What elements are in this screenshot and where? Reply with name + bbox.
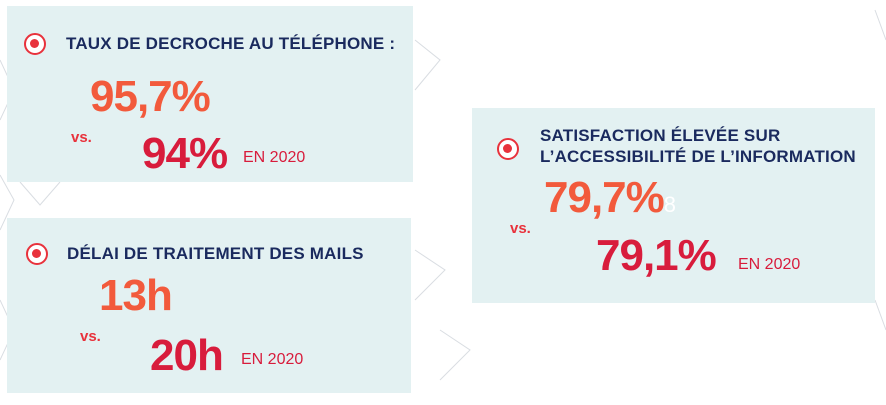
- previous-value: 79,1%: [596, 231, 717, 280]
- current-value: 79,7%8: [544, 174, 676, 229]
- target-bullet-icon: [26, 243, 48, 265]
- card-title-line-2: L’ACCESSIBILITÉ DE L’INFORMATION: [540, 147, 856, 166]
- current-value-text: 79,7%: [544, 173, 665, 222]
- previous-year-label: EN 2020: [241, 351, 304, 368]
- vs-label: vs.: [71, 129, 92, 146]
- phone-pickup-rate-card: TAUX DE DECROCHE AU TÉLÉPHONE : 95,7% vs…: [7, 6, 413, 182]
- card-title: TAUX DE DECROCHE AU TÉLÉPHONE :: [66, 34, 396, 53]
- target-bullet-icon: [497, 138, 519, 160]
- vs-label: vs.: [510, 220, 531, 237]
- card-title: DÉLAI DE TRAITEMENT DES MAILS: [67, 244, 364, 263]
- previous-year-label: EN 2020: [243, 149, 306, 166]
- vs-label: vs.: [80, 328, 101, 345]
- card-title-line-1: SATISFACTION ÉLEVÉE SUR: [540, 126, 781, 145]
- current-value: 95,7%: [90, 72, 211, 121]
- mail-processing-time-card: DÉLAI DE TRAITEMENT DES MAILS 13h vs. 20…: [7, 218, 411, 393]
- previous-year-label: EN 2020: [738, 256, 801, 273]
- stray-mark: 8: [663, 192, 677, 217]
- previous-value: 94%: [142, 129, 228, 178]
- information-accessibility-satisfaction-card: SATISFACTION ÉLEVÉE SUR L’ACCESSIBILITÉ …: [472, 108, 875, 303]
- target-bullet-icon: [24, 33, 46, 55]
- current-value: 13h: [99, 271, 173, 320]
- previous-value: 20h: [150, 331, 224, 380]
